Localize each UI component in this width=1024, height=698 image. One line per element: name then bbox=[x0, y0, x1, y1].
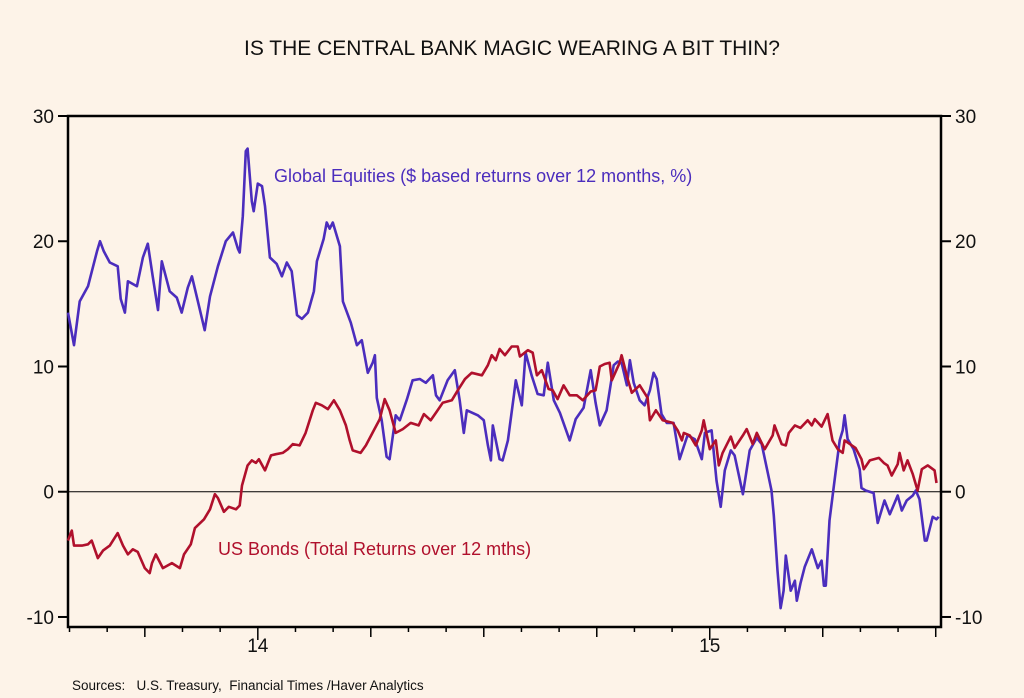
y-tick-label-left: 20 bbox=[33, 232, 54, 253]
y-tick-label-right: 20 bbox=[955, 232, 976, 253]
y-tick-label-right: 0 bbox=[955, 483, 966, 504]
y-tick-label-right: 30 bbox=[955, 107, 976, 128]
x-year-label: 15 bbox=[699, 636, 720, 657]
y-tick-label-left: 30 bbox=[33, 107, 54, 128]
equities-series-line bbox=[66, 147, 940, 610]
y-tick-label-left: 10 bbox=[33, 357, 54, 378]
y-tick-label-right: 10 bbox=[955, 357, 976, 378]
plot-frame bbox=[66, 114, 943, 629]
x-year-label: 14 bbox=[247, 636, 269, 657]
bonds-series-line bbox=[66, 345, 938, 575]
y-tick-label-left: 0 bbox=[43, 483, 54, 504]
y-tick-label-right: -10 bbox=[955, 608, 982, 629]
source-note: Sources: U.S. Treasury, Financial Times … bbox=[72, 678, 424, 693]
y-tick-label-left: -10 bbox=[27, 608, 54, 629]
bonds-label: US Bonds (Total Returns over 12 mths) bbox=[218, 539, 531, 559]
equities-label: Global Equities ($ based returns over 12… bbox=[274, 166, 692, 186]
chart-title: IS THE CENTRAL BANK MAGIC WEARING A BIT … bbox=[244, 37, 780, 60]
